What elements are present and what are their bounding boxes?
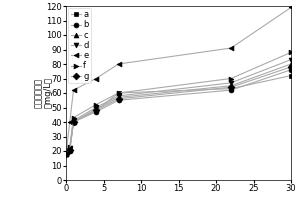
f bbox=[72, 116, 75, 119]
g bbox=[94, 109, 98, 112]
g bbox=[229, 86, 233, 88]
f bbox=[117, 92, 120, 94]
c bbox=[72, 121, 75, 123]
f bbox=[229, 77, 233, 80]
e bbox=[117, 63, 120, 65]
a bbox=[64, 148, 68, 151]
e bbox=[64, 153, 68, 155]
c bbox=[94, 108, 98, 110]
b bbox=[68, 150, 72, 152]
a bbox=[117, 92, 120, 94]
Line: f: f bbox=[64, 50, 293, 156]
a bbox=[94, 109, 98, 112]
e bbox=[94, 77, 98, 80]
f bbox=[94, 103, 98, 106]
b bbox=[289, 69, 293, 71]
g bbox=[68, 148, 72, 151]
d bbox=[64, 153, 68, 155]
g bbox=[72, 121, 75, 123]
f bbox=[289, 51, 293, 54]
Line: d: d bbox=[64, 57, 293, 156]
g bbox=[117, 98, 120, 100]
e bbox=[229, 47, 233, 49]
d bbox=[289, 58, 293, 61]
Line: g: g bbox=[64, 64, 293, 156]
c bbox=[68, 148, 72, 151]
g bbox=[289, 66, 293, 68]
Legend: a, b, c, d, e, f, g: a, b, c, d, e, f, g bbox=[68, 8, 91, 83]
d bbox=[229, 82, 233, 84]
a bbox=[229, 87, 233, 90]
c bbox=[289, 63, 293, 65]
e bbox=[68, 121, 72, 123]
c bbox=[117, 96, 120, 99]
Line: c: c bbox=[64, 62, 293, 156]
d bbox=[72, 119, 75, 122]
b bbox=[229, 89, 233, 91]
d bbox=[68, 147, 72, 149]
a bbox=[289, 74, 293, 77]
Y-axis label: 溶解性总固体
（mg/L）: 溶解性总固体 （mg/L） bbox=[34, 77, 53, 108]
a bbox=[72, 121, 75, 123]
Line: a: a bbox=[64, 73, 293, 152]
g bbox=[64, 153, 68, 155]
Line: e: e bbox=[64, 5, 293, 156]
f bbox=[68, 145, 72, 148]
Line: b: b bbox=[64, 67, 293, 155]
c bbox=[229, 85, 233, 87]
d bbox=[94, 106, 98, 109]
f bbox=[64, 153, 68, 155]
b bbox=[64, 151, 68, 154]
d bbox=[117, 95, 120, 97]
b bbox=[117, 99, 120, 101]
c bbox=[64, 153, 68, 155]
e bbox=[289, 6, 293, 9]
a bbox=[68, 147, 72, 149]
e bbox=[72, 89, 75, 91]
b bbox=[72, 121, 75, 123]
b bbox=[94, 111, 98, 113]
